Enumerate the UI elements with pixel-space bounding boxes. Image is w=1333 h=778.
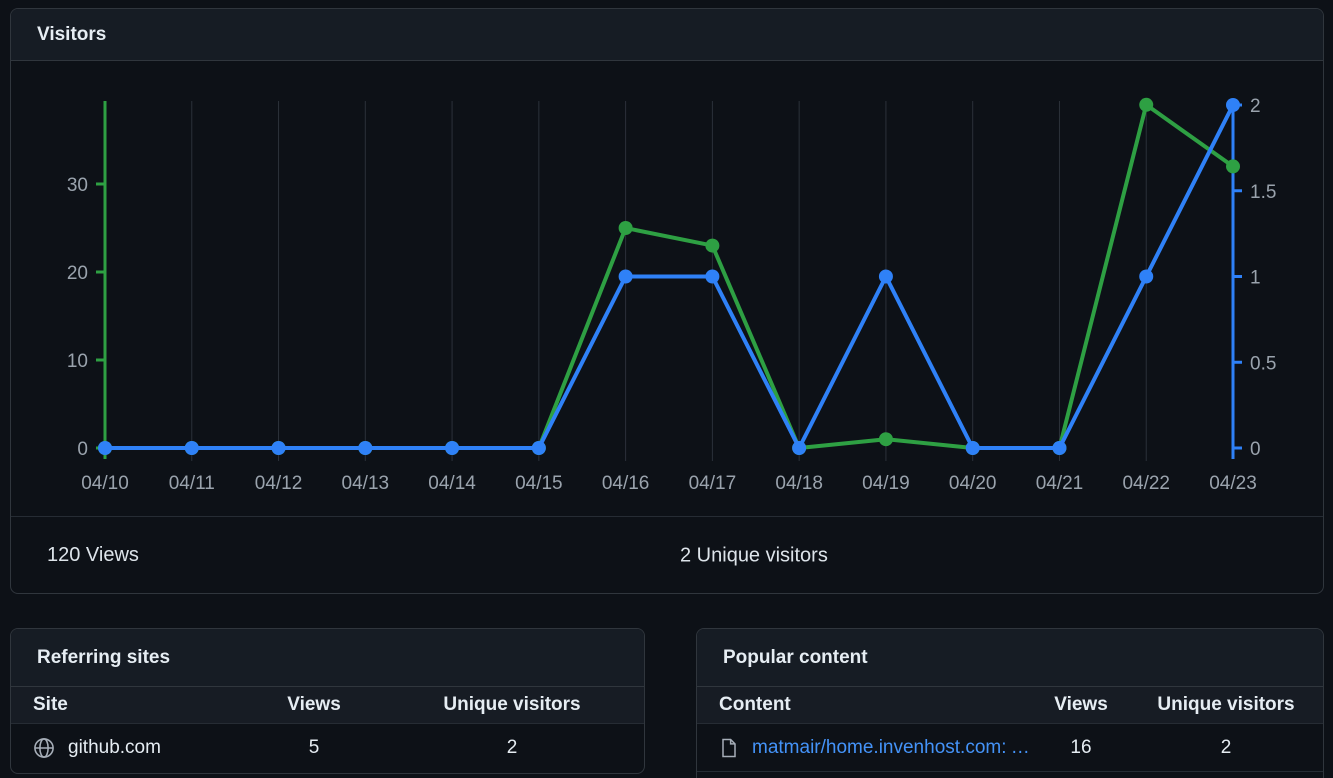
svg-text:1: 1 (1250, 268, 1261, 289)
content-unique: 2 (1220, 736, 1232, 758)
popular-content-header: Popular content (697, 629, 1323, 687)
visitors-panel-header: Visitors (11, 9, 1323, 61)
svg-text:04/10: 04/10 (81, 473, 129, 494)
visitors-title: Visitors (37, 23, 107, 45)
popular-content-panel: Popular content Content Views Unique vis… (696, 628, 1324, 778)
col-content: Content (719, 694, 791, 715)
svg-text:2: 2 (1250, 96, 1261, 117)
referring-sites-thead: Site Views Unique visitors (11, 687, 644, 724)
referrer-site: github.com (68, 737, 161, 758)
svg-text:04/21: 04/21 (1036, 473, 1084, 494)
popular-content-title: Popular content (723, 646, 868, 668)
file-icon (719, 738, 739, 758)
referring-sites-header: Referring sites (11, 629, 644, 687)
bottom-row: Referring sites Site Views Unique visito… (10, 628, 1324, 778)
col-views: Views (287, 694, 341, 715)
svg-text:0.5: 0.5 (1250, 353, 1276, 374)
svg-text:10: 10 (67, 351, 88, 372)
visitors-chart: 0 10 20 30 0 0.5 1 1.5 2 04/10 04/11 04/12 04/13 04/1… (67, 96, 1277, 494)
views-total: 120 Views (47, 544, 139, 566)
referring-sites-title: Referring sites (37, 646, 171, 668)
referring-sites-panel: Referring sites Site Views Unique visito… (10, 628, 645, 774)
svg-text:04/14: 04/14 (428, 473, 476, 494)
svg-text:0: 0 (77, 439, 88, 460)
svg-text:04/19: 04/19 (862, 473, 910, 494)
svg-text:04/16: 04/16 (602, 473, 650, 494)
visitors-footer: 120 Views 2 Unique visitors (11, 516, 1323, 593)
table-row: github.com 5 2 (11, 724, 644, 772)
unique-visitors-total: 2 Unique visitors (680, 544, 828, 566)
svg-text:0: 0 (1250, 439, 1261, 460)
svg-text:04/11: 04/11 (169, 473, 215, 494)
svg-text:04/13: 04/13 (342, 473, 390, 494)
col-unique-visitors: Unique visitors (1157, 694, 1295, 715)
svg-text:04/12: 04/12 (255, 473, 303, 494)
svg-text:04/20: 04/20 (949, 473, 997, 494)
svg-text:04/15: 04/15 (515, 473, 563, 494)
globe-icon (33, 737, 55, 759)
svg-text:20: 20 (67, 263, 88, 284)
svg-text:04/17: 04/17 (689, 473, 737, 494)
table-row: matmair/home.invenhost.com: A ... 16 2 (697, 724, 1323, 772)
svg-text:1.5: 1.5 (1250, 182, 1276, 203)
content-views: 16 (1070, 736, 1092, 758)
svg-text:04/18: 04/18 (775, 473, 823, 494)
visitors-panel: Visitors 0 10 20 30 0 0.5 1 1.5 2 04/10 04/11 04/12… (10, 8, 1324, 594)
col-site: Site (33, 694, 68, 715)
referrer-views: 5 (308, 737, 320, 758)
col-views: Views (1054, 694, 1108, 715)
svg-text:30: 30 (67, 175, 88, 196)
col-unique-visitors: Unique visitors (443, 694, 581, 715)
content-link[interactable]: matmair/home.invenhost.com: A ... (752, 736, 1033, 758)
referrer-unique: 2 (506, 737, 518, 758)
svg-text:04/22: 04/22 (1122, 473, 1170, 494)
visitors-chart-area: 0 10 20 30 0 0.5 1 1.5 2 04/10 04/11 04/12 04/13 04/1… (11, 61, 1323, 516)
svg-text:04/23: 04/23 (1209, 473, 1257, 494)
popular-content-thead: Content Views Unique visitors (697, 687, 1323, 724)
